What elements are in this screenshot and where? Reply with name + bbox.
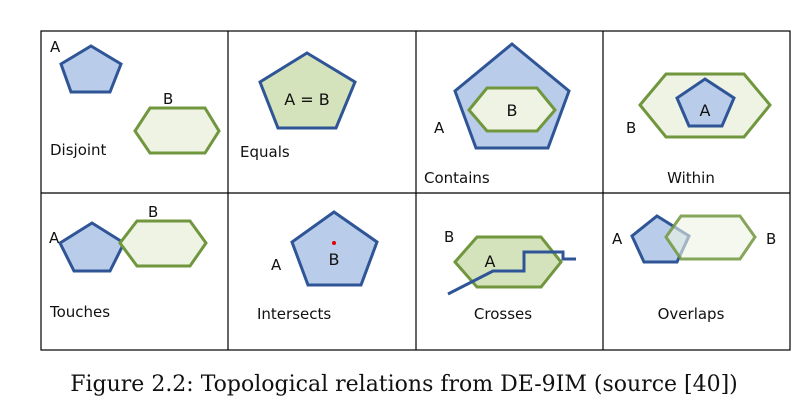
cell-crosses: A B Crosses (444, 228, 576, 323)
cell-touches: B A Touches (49, 203, 208, 321)
cell-within: A B Within (626, 72, 772, 187)
cell-overlaps: A B Overlaps (612, 214, 776, 323)
label-ab: A = B (284, 90, 330, 109)
label-b: B (148, 203, 158, 221)
label-b: B (444, 228, 454, 246)
shape-a-pentagon (58, 221, 126, 273)
label-b: B (329, 250, 340, 269)
label-b: B (163, 90, 173, 108)
label-a: A (50, 38, 61, 56)
point-b (332, 241, 336, 245)
label-a: A (485, 252, 496, 271)
line-a (447, 250, 576, 296)
caption-crosses: Crosses (474, 305, 532, 323)
caption-touches: Touches (49, 303, 110, 321)
figure-caption: Figure 2.2: Topological relations from D… (70, 372, 738, 397)
caption-intersects: Intersects (257, 305, 331, 323)
caption-overlaps: Overlaps (658, 305, 725, 323)
cell-intersects: B A Intersects (257, 210, 379, 323)
label-a: A (612, 230, 623, 248)
cell-contains: B A Contains (424, 42, 571, 187)
shape-ab-pentagon (258, 51, 357, 130)
label-b: B (626, 119, 636, 137)
label-a: A (434, 119, 445, 137)
shape-a-pentagon (290, 210, 379, 287)
caption-disjoint: Disjoint (50, 141, 107, 159)
caption-equals: Equals (240, 143, 290, 161)
shape-b-hexagon (467, 86, 557, 133)
shape-a-pentagon (59, 44, 123, 94)
label-a: A (271, 256, 282, 274)
de9im-diagram: A B Disjoint A = B Equals B A Contains A… (40, 30, 791, 351)
label-b: B (766, 230, 776, 248)
label-a: A (700, 101, 711, 120)
shape-b-hexagon (664, 214, 757, 261)
shape-b-hexagon (118, 219, 208, 268)
shape-b-hexagon (453, 235, 563, 289)
shape-b-hexagon (133, 106, 221, 155)
cell-disjoint: A B Disjoint (50, 38, 221, 159)
shape-a-pentagon (675, 77, 736, 128)
label-a: A (49, 229, 60, 247)
cell-equals: A = B Equals (240, 51, 357, 161)
caption-contains: Contains (424, 169, 490, 187)
grid (40, 30, 791, 351)
label-b: B (507, 101, 518, 120)
caption-within: Within (667, 169, 715, 187)
